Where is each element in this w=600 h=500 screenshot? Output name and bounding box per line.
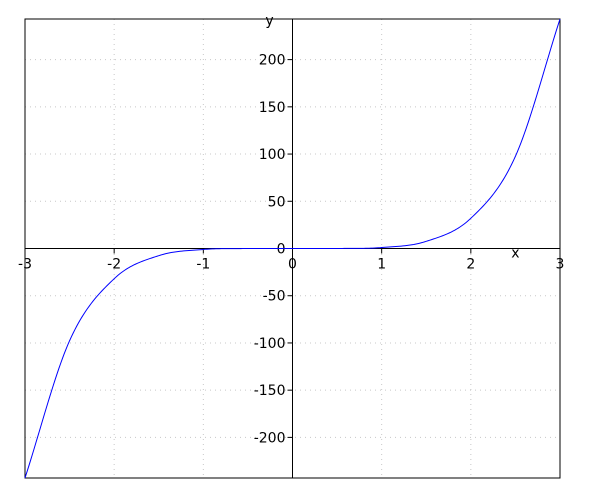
grid [25,19,560,478]
y-axis-label: y [265,13,273,29]
y-tick-label: -100 [254,336,286,352]
y-tick-label: -200 [254,430,286,446]
y-tick-label: 200 [259,53,286,69]
y-tick-label: 150 [259,100,286,116]
x-tick-label: -2 [107,257,121,273]
x-tick-label: -3 [18,257,32,273]
y-tick-label: 0 [277,242,286,258]
x-tick-label: 2 [466,257,475,273]
x-axis-label: x [511,246,519,262]
series-line [24,18,561,479]
y-tick-label: 50 [268,194,286,210]
y-tick-label: -150 [254,383,286,399]
x-tick-label: 3 [556,257,565,273]
x-tick-label: 0 [288,257,297,273]
y-tick-label: 100 [259,147,286,163]
y-tick-label: -50 [263,289,286,305]
x-tick-label: 1 [377,257,386,273]
x-tick-label: -1 [196,257,210,273]
